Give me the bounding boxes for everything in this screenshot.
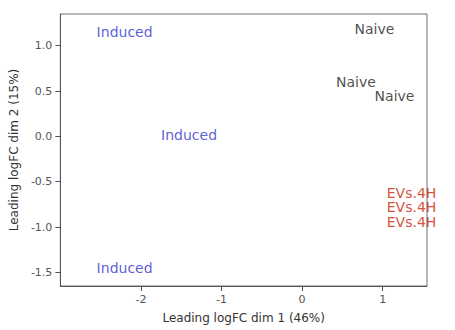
svg-text:Naive: Naive [354,21,394,37]
svg-text:EVs.4H: EVs.4H [386,199,437,216]
svg-text:0.5: 0.5 [35,85,53,98]
svg-text:Naive: Naive [375,88,415,104]
svg-text:1.0: 1.0 [35,39,53,52]
svg-text:-0.5: -0.5 [31,175,52,188]
svg-text:-1.5: -1.5 [31,266,52,279]
svg-text:EVs.4H: EVs.4H [386,184,437,201]
svg-text:Induced: Induced [161,127,217,143]
svg-text:-1: -1 [216,293,227,306]
svg-text:-2: -2 [135,293,146,306]
svg-text:1: 1 [379,293,386,306]
svg-text:-1.0: -1.0 [31,221,52,234]
svg-text:0: 0 [299,293,306,306]
svg-text:0.0: 0.0 [35,130,53,143]
svg-text:Induced: Induced [97,260,153,276]
svg-text:Leading logFC dim 1 (46%): Leading logFC dim 1 (46%) [162,311,325,325]
svg-text:EVs.4H: EVs.4H [387,214,437,230]
svg-text:Naive: Naive [336,74,376,90]
svg-text:Leading logFC dim 2 (15%): Leading logFC dim 2 (15%) [7,69,21,232]
svg-text:Induced: Induced [97,24,153,40]
